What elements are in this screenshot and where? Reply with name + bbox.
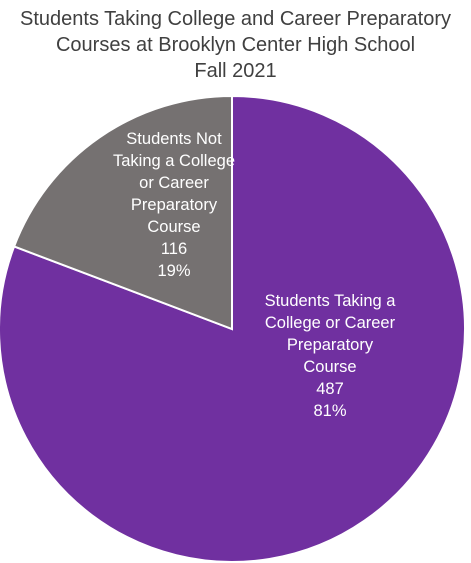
slice-value-not-taking: 116 xyxy=(160,240,188,258)
slice-label-taking-line-4: Course xyxy=(303,358,357,376)
slice-label-not-taking-line-3: or Career xyxy=(139,174,209,192)
slice-label-taking-line-2: College or Career xyxy=(264,314,396,332)
slice-label-not-taking-line-2: Taking a College xyxy=(113,152,235,170)
chart-title: Students Taking College and Career Prepa… xyxy=(0,6,471,84)
slice-value-taking: 487 xyxy=(316,380,344,398)
slice-percent-not-taking: 19% xyxy=(157,262,191,280)
pie-slice-not-taking xyxy=(12,94,233,331)
slice-label-not-taking-line-5: Course xyxy=(147,218,201,236)
chart-title-line-2: Courses at Brooklyn Center High School xyxy=(55,34,416,56)
slice-percent-taking: 81% xyxy=(313,402,347,420)
slice-label-taking-line-1: Students Taking a xyxy=(264,292,396,310)
slice-label-taking: Students Taking a College or Career Prep… xyxy=(225,290,435,422)
chart-title-line-3: Fall 2021 xyxy=(194,60,277,82)
slice-label-taking-line-3: Preparatory xyxy=(286,336,374,354)
slice-label-not-taking-line-4: Preparatory xyxy=(130,196,218,214)
slice-label-not-taking-line-1: Students Not xyxy=(126,130,222,148)
chart-title-line-1: Students Taking College and Career Prepa… xyxy=(20,8,451,30)
slice-label-not-taking: Students Not Taking a College or Career … xyxy=(84,128,264,282)
